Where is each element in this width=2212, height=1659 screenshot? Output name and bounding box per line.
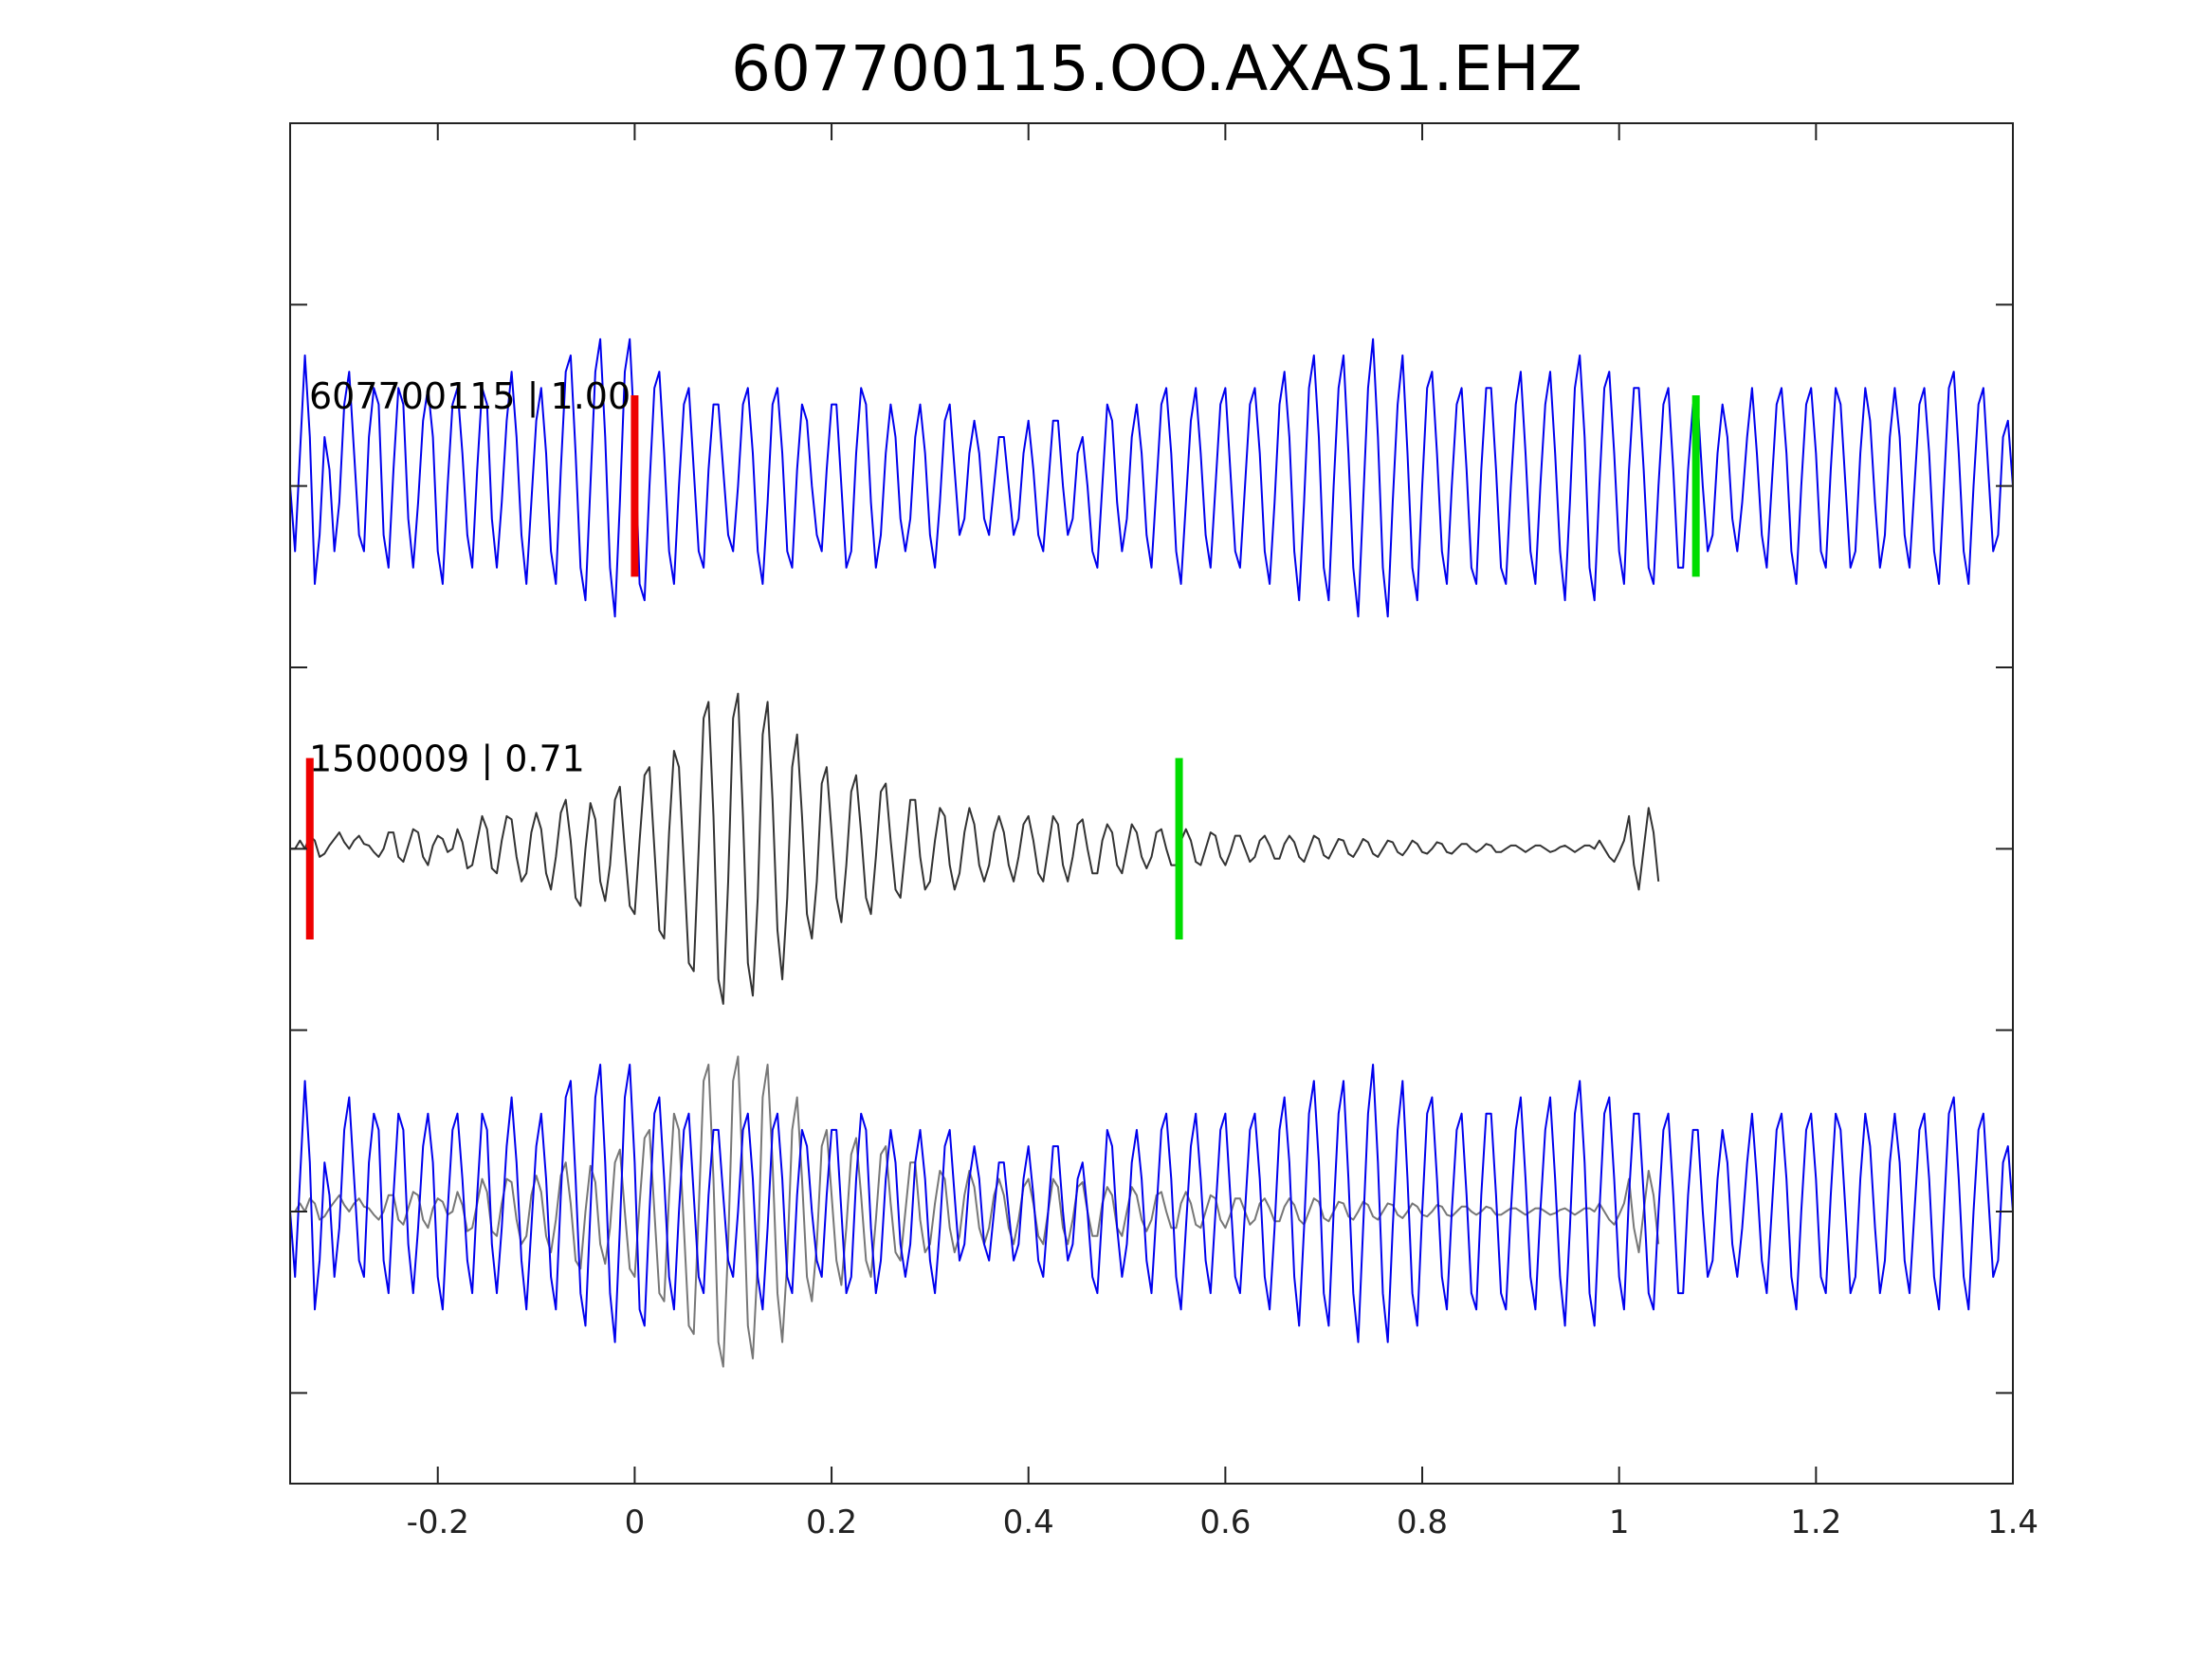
x-tick-label: 0.4 (1003, 1504, 1054, 1541)
traces-layer (289, 337, 2014, 1368)
x-tick-label: -0.2 (407, 1504, 469, 1541)
x-axis: -0.2 0 0.2 0.4 0.6 0.8 1 1.2 1.4 (407, 123, 2038, 1541)
markers-layer (305, 395, 1700, 939)
trace-607700115 (289, 337, 2014, 618)
x-tick-label: 0.2 (806, 1504, 857, 1541)
x-tick-label: 1.2 (1790, 1504, 1841, 1541)
x-tick-label: 1 (1609, 1504, 1630, 1541)
x-tick-label: 0 (625, 1504, 646, 1541)
trace-label-1500009: 1500009 | 0.71 (309, 738, 585, 781)
plot-area-border (289, 122, 2014, 1485)
trace-label-607700115: 607700115 | 1.00 (309, 375, 631, 418)
trace-labels-layer: 607700115 | 1.00 1500009 | 0.71 (309, 375, 631, 781)
x-tick-label: 0.6 (1199, 1504, 1251, 1541)
overlay-trace-1500009 (290, 1055, 1660, 1368)
x-tick-label: 1.4 (1987, 1504, 2038, 1541)
overlay-trace-607700115 (289, 1064, 2014, 1343)
y-axis-ticks (290, 303, 2013, 1395)
x-tick-label: 0.8 (1397, 1504, 1448, 1541)
chart-title: 607700115.OO.AXAS1.EHZ (731, 32, 1582, 105)
trace-1500009 (290, 692, 1660, 1005)
